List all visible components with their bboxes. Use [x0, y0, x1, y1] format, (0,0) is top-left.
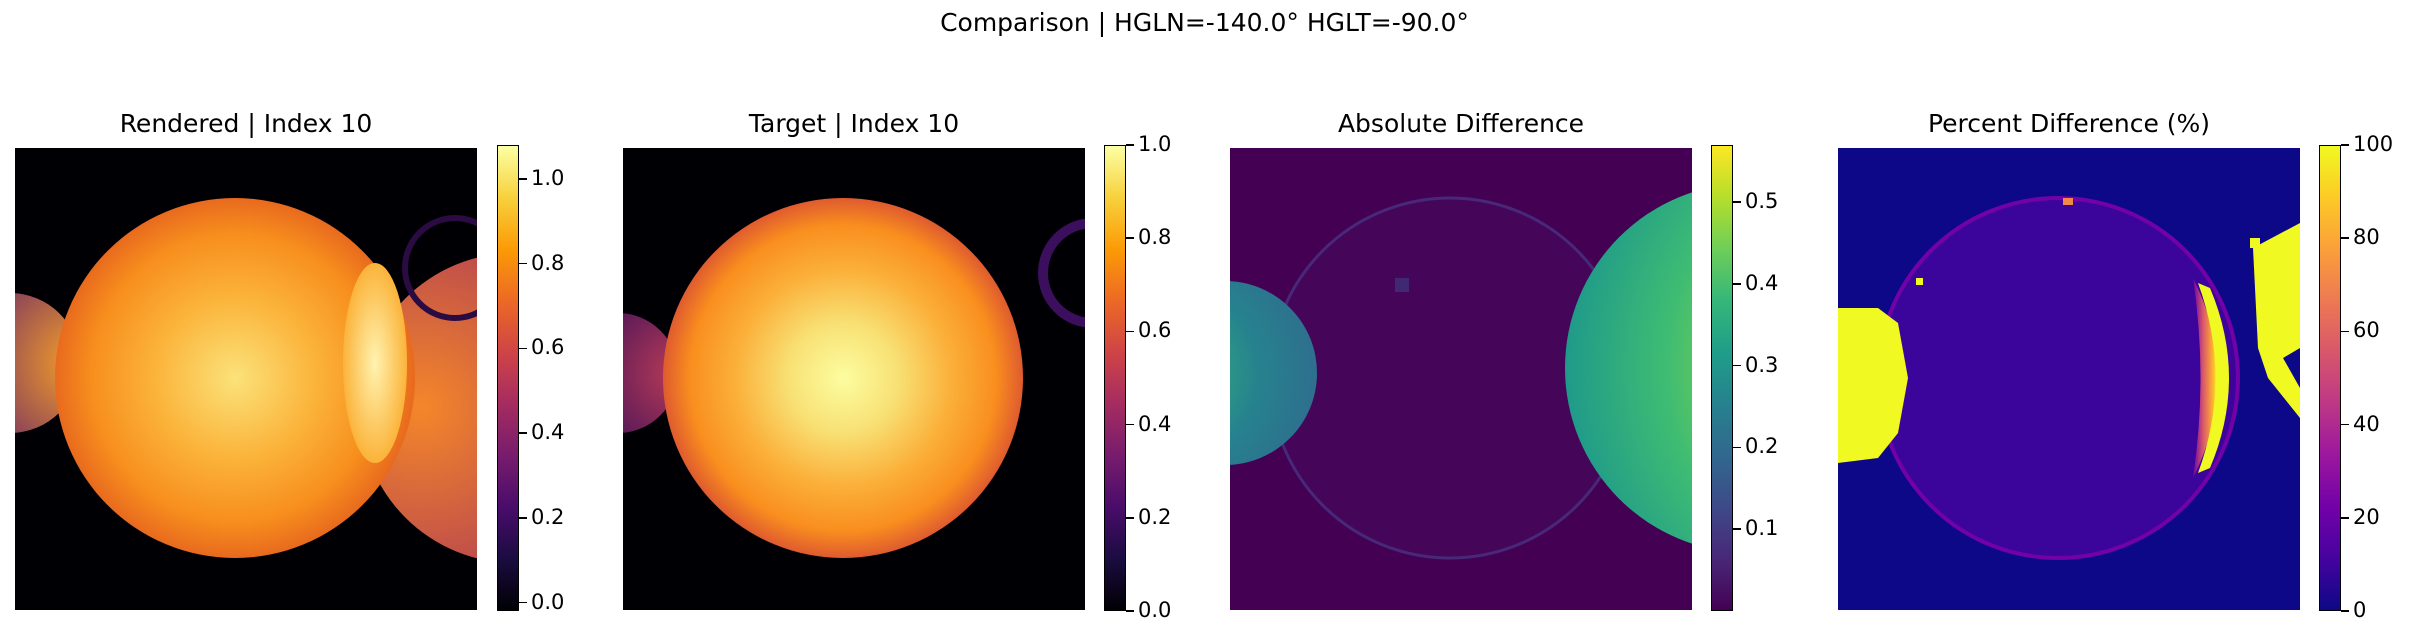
colorbar-tick-label: 1.0: [1138, 132, 1172, 156]
bright-crescent: [343, 263, 407, 463]
colorbar-tick: [1126, 237, 1134, 239]
colorbar-tick: [1126, 610, 1134, 612]
colorbar-tick-label: 0: [2353, 598, 2367, 622]
colorbar-tick: [1126, 423, 1134, 426]
colorbar-tick-label: 0.4: [1138, 411, 1172, 436]
colorbar-tick: [2341, 610, 2349, 612]
colorbar-tick-label: 100: [2353, 132, 2394, 156]
colorbar-tick: [1126, 517, 1134, 519]
right-edge-disk: [1565, 192, 1692, 544]
panel-title-target: Target | Index 10: [748, 109, 960, 138]
colorbar-tick: [1733, 528, 1741, 530]
colorbar-tick-label: 20: [2353, 504, 2380, 529]
colorbar-tick-label: 0.5: [1745, 189, 1779, 214]
heatmap-absolute-difference: [1230, 148, 1692, 610]
colorbar-tick-label: 0.4: [1745, 270, 1779, 295]
colorbar-tick: [1733, 446, 1741, 449]
colorbar-tick-label: 0.8: [1138, 225, 1172, 250]
colorbar-tick: [1733, 364, 1741, 367]
colorbar-tick-label: 0.8: [531, 250, 565, 275]
colorbar-tick: [519, 517, 527, 519]
center-disk: [1876, 196, 2240, 560]
colorbar-tick-label: 0.6: [1138, 318, 1172, 343]
main-disk: [55, 198, 415, 558]
colorbar-tick-label: 60: [2353, 318, 2380, 343]
colorbar-tick: [2341, 237, 2349, 239]
heatmap-percent-difference: [1838, 148, 2300, 610]
colorbar-tick: [2341, 423, 2349, 426]
colorbar-tick: [2341, 144, 2349, 146]
panel-title-pct-diff: Percent Difference (%): [1927, 109, 2211, 138]
colorbar-tick: [2341, 330, 2349, 333]
panel-title-abs-diff: Absolute Difference: [1337, 109, 1585, 138]
colorbar-tick-label: 80: [2353, 225, 2380, 250]
colorbar-target: [1104, 145, 1126, 611]
colorbar-tick: [1126, 144, 1134, 146]
right-edge-ring: [1038, 218, 1085, 328]
colorbar-tick-label: 40: [2353, 411, 2380, 436]
colorbar-tick: [519, 601, 527, 604]
colorbar-tick-label: 0.2: [1745, 434, 1779, 459]
colorbar-tick: [519, 347, 527, 350]
colorbar-tick: [519, 178, 527, 180]
main-disk: [663, 198, 1023, 558]
colorbar-tick-label: 0.4: [531, 420, 565, 445]
colorbar-tick-label: 0.0: [1138, 598, 1172, 622]
heatmap-rendered: [15, 148, 477, 610]
colorbar-absolute-difference: [1711, 145, 1733, 611]
left-saturated-region: [1838, 308, 1908, 463]
panel-title-rendered: Rendered | Index 10: [119, 109, 373, 138]
colorbar-tick: [519, 262, 527, 265]
colorbar-tick-label: 0.2: [531, 504, 565, 529]
right-saturated-region: [2253, 223, 2300, 418]
colorbar-tick: [1733, 201, 1741, 203]
left-edge-disk: [1230, 281, 1317, 465]
colorbar-tick-label: 0.6: [531, 335, 565, 360]
colorbar-tick-label: 0.0: [531, 589, 565, 614]
colorbar-tick: [1733, 283, 1741, 285]
left-edge-disk: [623, 313, 678, 433]
colorbar-tick-label: 0.3: [1745, 352, 1779, 377]
colorbar-tick: [1126, 330, 1134, 333]
colorbar-tick-label: 1.0: [531, 165, 565, 190]
figure-title: Comparison | HGLN=-140.0° HGLT=-90.0°: [940, 8, 1469, 37]
colorbar-tick: [519, 432, 527, 434]
colorbar-rendered: [497, 145, 519, 611]
colorbar-tick-label: 0.1: [1745, 516, 1779, 541]
heatmap-target: [623, 148, 1085, 610]
colorbar-tick-label: 0.2: [1138, 504, 1172, 529]
colorbar-tick: [2341, 517, 2349, 519]
colorbar-percent-difference: [2319, 145, 2341, 611]
